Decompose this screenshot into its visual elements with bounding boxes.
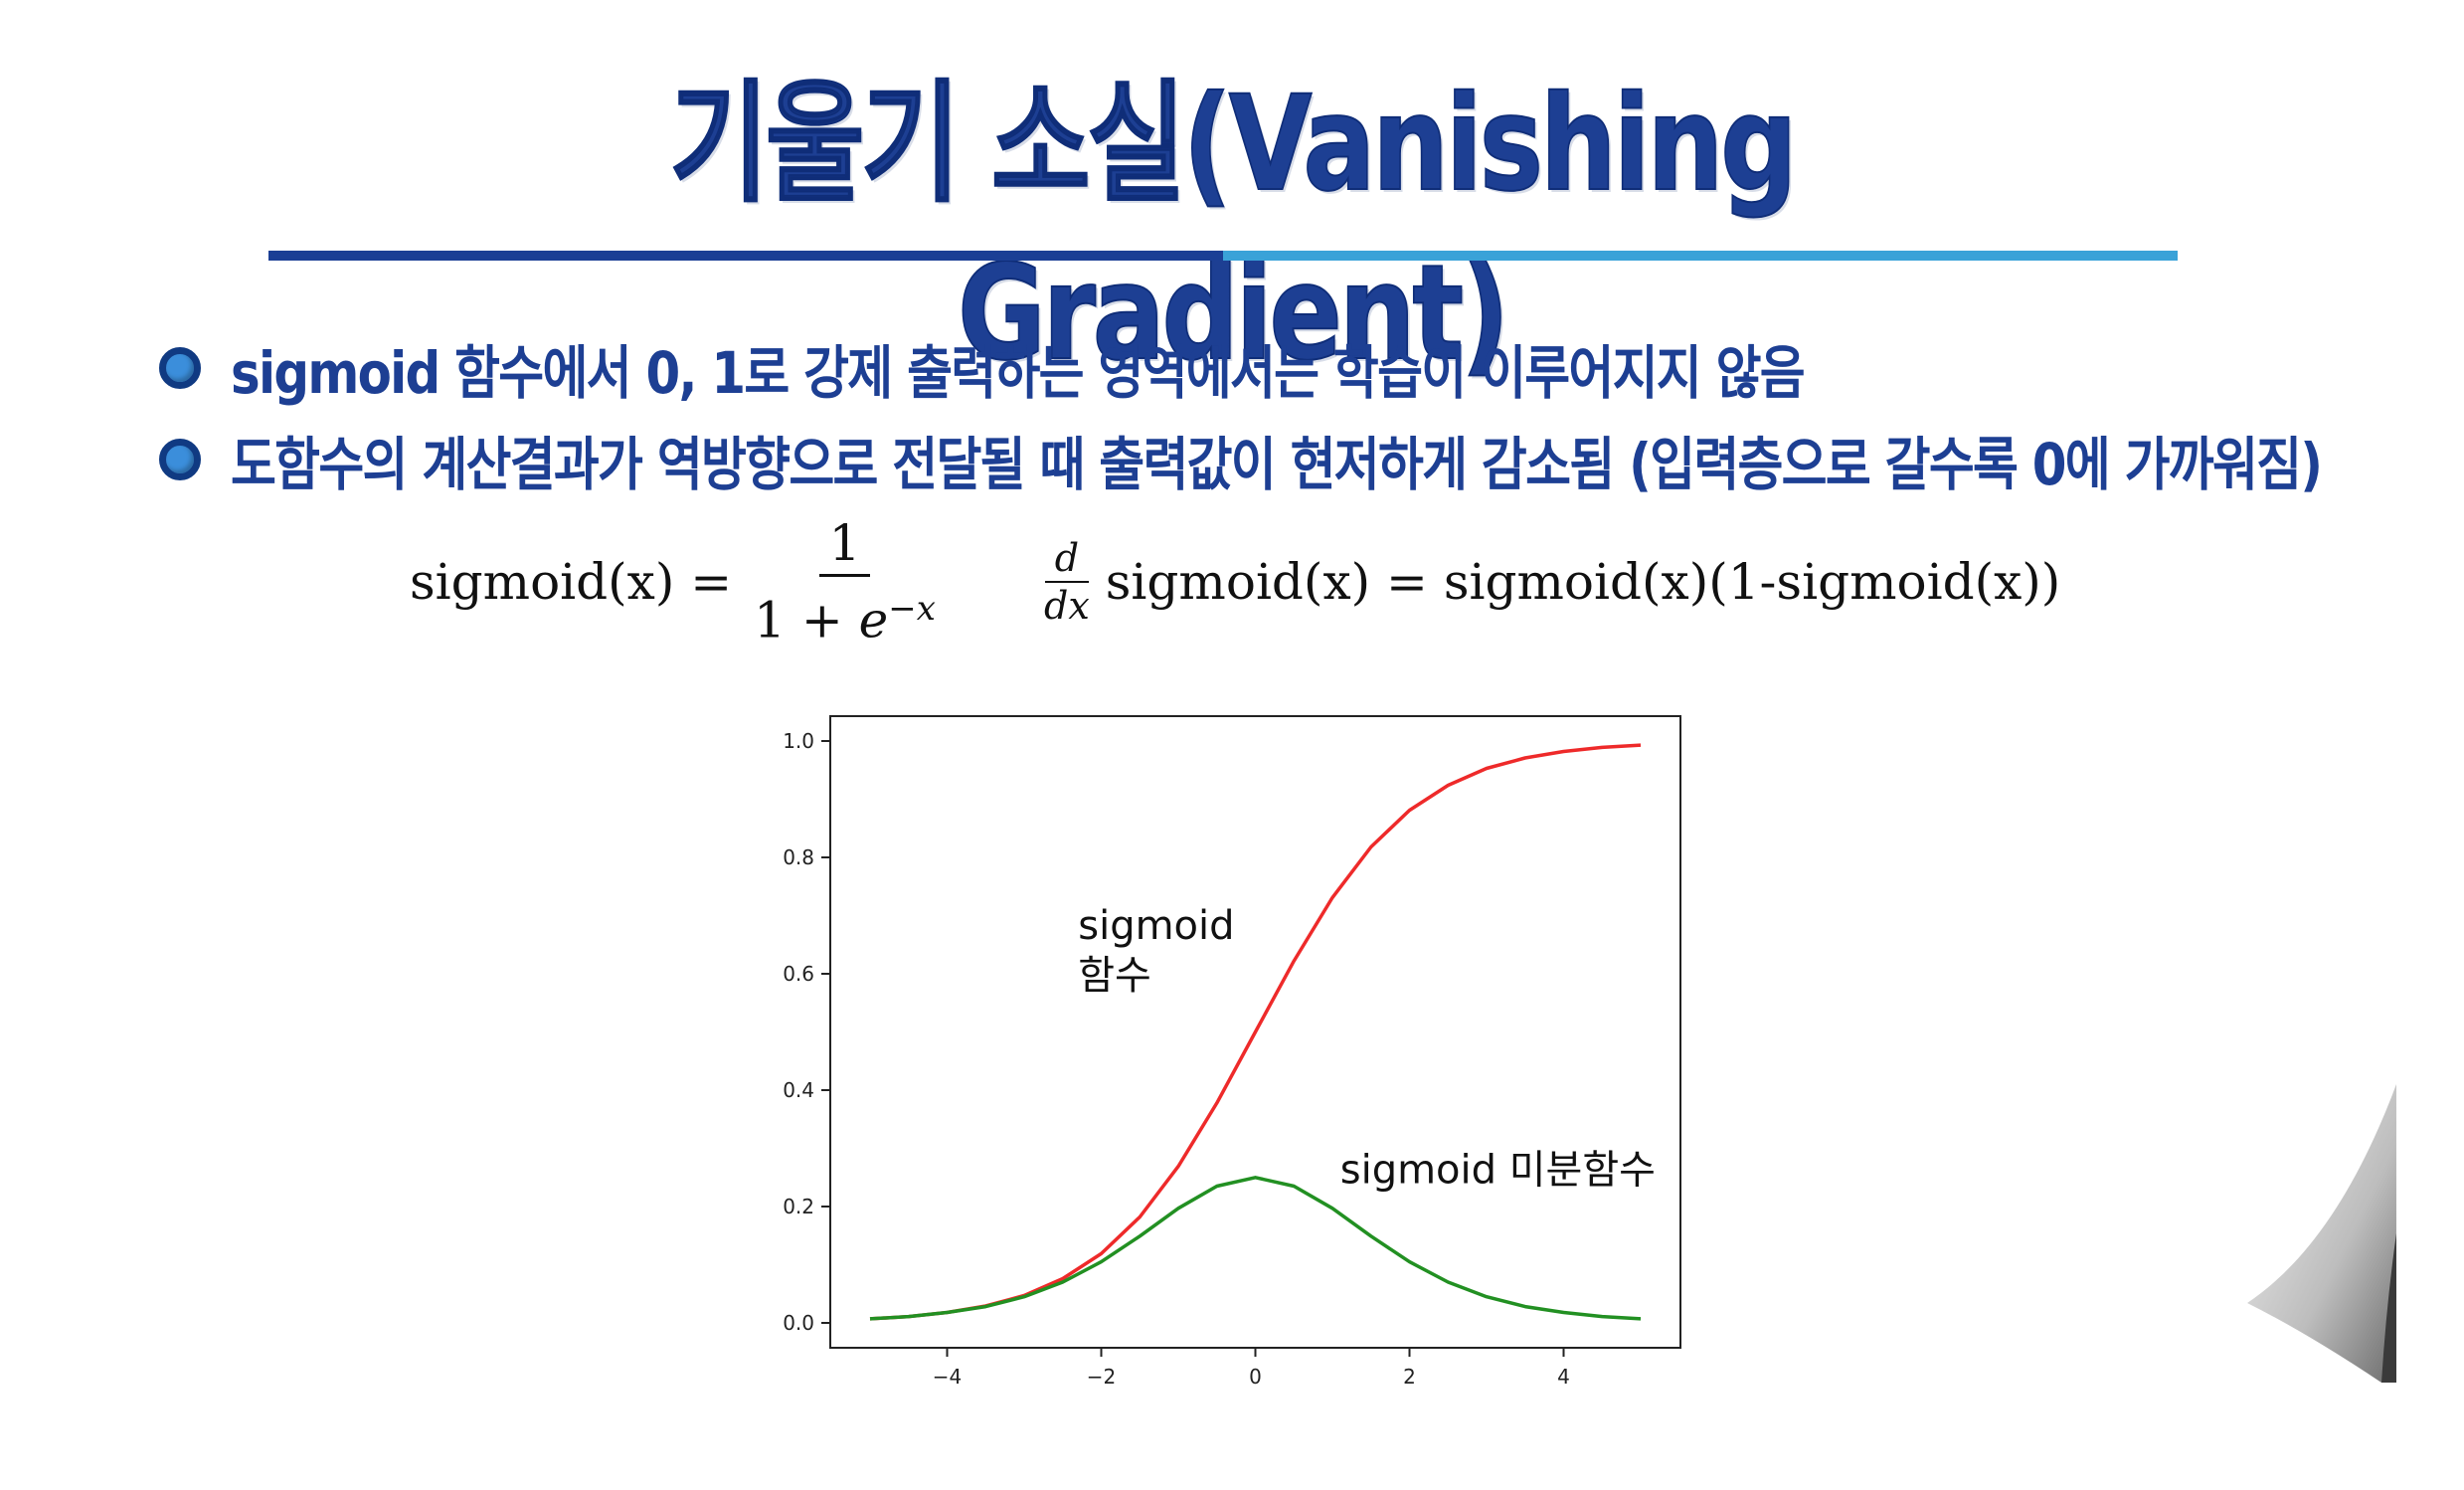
page-curl-decoration: [2247, 1084, 2396, 1383]
y-tick-label: 0.4: [783, 1078, 814, 1102]
derivative-annotation: sigmoid 미분함수: [1340, 1148, 1656, 1194]
derivative-formula: d dx sigmoid(x) = sigmoid(x)(1-sigmoid(x…: [1034, 517, 2060, 647]
x-tick-label: 2: [1403, 1365, 1416, 1389]
y-tick-label: 0.8: [783, 845, 814, 869]
y-tick-label: 1.0: [783, 729, 814, 753]
sigmoid-fraction: 1 1 + e−x: [744, 512, 946, 652]
derivative-operator-den: dx: [1044, 584, 1090, 628]
x-tick-label: 0: [1249, 1365, 1262, 1389]
sigmoid-annotation: sigmoid: [1078, 903, 1234, 949]
bullet-dot-icon: [159, 347, 201, 389]
bullet-text: sigmoid 함수에서 0, 1로 강제 출력하는 영역에서는 학습이 이루어…: [231, 339, 1806, 407]
bullet-item: 도함수의 계산결과가 역방향으로 전달될 때 출력값이 현저하게 감소됨 (입력…: [159, 420, 2386, 499]
bullet-item: sigmoid 함수에서 0, 1로 강제 출력하는 영역에서는 학습이 이루어…: [159, 328, 2386, 408]
sigmoid-formula-lhs: sigmoid(x) =: [410, 553, 733, 611]
sigmoid-annotation: 함수: [1078, 953, 1151, 999]
title-underline: [268, 251, 2178, 261]
sigmoid-denominator: 1 + e−x: [744, 577, 946, 652]
y-tick-label: 0.0: [783, 1311, 814, 1335]
derivative-formula-rhs: sigmoid(x) = sigmoid(x)(1-sigmoid(x)): [1105, 553, 2061, 611]
derivative-operator-num: d: [1044, 535, 1090, 583]
sigmoid-derivative-line: [869, 1176, 1642, 1321]
denominator-e: e: [858, 591, 889, 650]
sigmoid-formula: sigmoid(x) = 1 1 + e−x: [410, 514, 958, 650]
denominator-exponent: −x: [888, 588, 936, 629]
y-tick-label: 0.2: [783, 1195, 814, 1218]
derivative-operator: d dx: [1034, 535, 1100, 629]
bullet-text: 도함수의 계산결과가 역방향으로 전달될 때 출력값이 현저하게 감소됨 (입력…: [231, 431, 2323, 498]
y-tick-label: 0.6: [783, 962, 814, 986]
denominator-base: 1 +: [754, 591, 859, 650]
slide-title: 기울기 소실(Vanishing Gradient): [669, 67, 1799, 391]
x-tick-label: 4: [1557, 1365, 1570, 1389]
bullet-dot-icon: [159, 439, 201, 480]
x-tick-label: −4: [933, 1365, 962, 1389]
x-tick-label: −2: [1087, 1365, 1116, 1389]
sigmoid-numerator: 1: [818, 512, 871, 577]
